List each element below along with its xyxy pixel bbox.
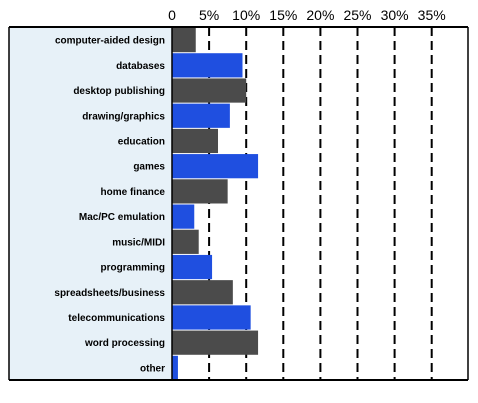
bar-6 (172, 179, 228, 204)
x-tick-label-2: 10% (232, 7, 260, 23)
bar-4 (172, 128, 219, 154)
category-label-0: computer-aided design (55, 36, 165, 47)
x-tick-label-1: 5% (199, 7, 219, 23)
bar-13 (172, 355, 178, 380)
category-label-13: other (140, 363, 165, 374)
category-label-12: word processing (84, 338, 165, 349)
bar-11 (172, 305, 251, 330)
bar-10 (172, 280, 233, 305)
x-tick-label-5: 25% (343, 7, 371, 23)
bar-2 (172, 78, 247, 103)
bar-9 (172, 254, 213, 280)
category-label-6: home finance (101, 187, 166, 198)
bar-1 (172, 53, 243, 78)
x-tick-label-3: 15% (269, 7, 297, 23)
x-tick-label-0: 0 (168, 7, 176, 23)
category-label-11: telecommunications (68, 313, 165, 324)
category-label-4: education (118, 136, 165, 147)
bar-0 (172, 28, 196, 53)
x-tick-label-7: 35% (418, 7, 446, 23)
bar-5 (172, 154, 259, 179)
category-label-2: desktop publishing (73, 86, 165, 97)
category-label-9: programming (101, 263, 165, 274)
category-label-3: drawing/graphics (82, 111, 165, 122)
bar-12 (172, 330, 259, 355)
bar-8 (172, 229, 199, 254)
bar-3 (172, 103, 230, 128)
x-tick-label-4: 20% (306, 7, 334, 23)
category-label-10: spreadsheets/business (54, 288, 165, 299)
category-label-1: databases (116, 61, 165, 72)
bar-7 (172, 204, 195, 229)
category-label-5: games (133, 162, 165, 173)
category-label-8: music/MIDI (112, 237, 165, 248)
category-label-panel (9, 27, 172, 380)
x-tick-label-6: 30% (381, 7, 409, 23)
category-label-7: Mac/PC emulation (79, 212, 165, 223)
